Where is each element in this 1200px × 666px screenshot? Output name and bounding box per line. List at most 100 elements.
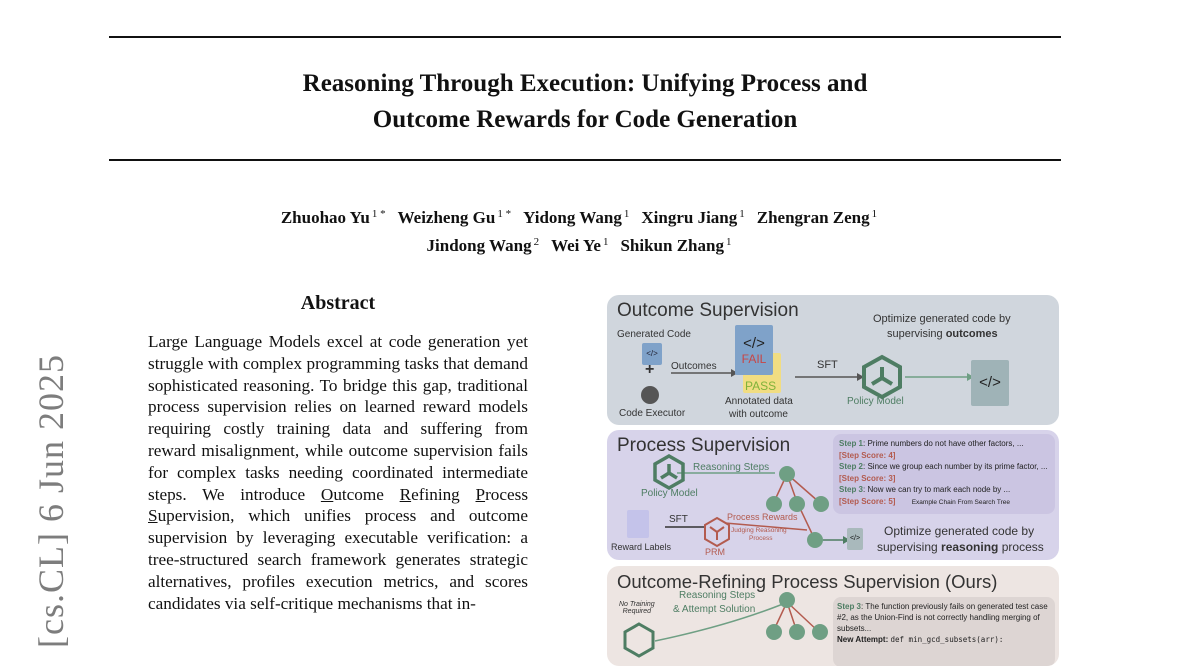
- example-chain-box: Step 1: Prime numbers do not have other …: [833, 434, 1055, 514]
- orps-panel: Outcome-Refining Process Supervision (Ou…: [607, 566, 1059, 666]
- plus-sign: +: [645, 361, 655, 378]
- author-affiliation: 1: [602, 236, 609, 248]
- acronym-letter: O: [320, 484, 334, 504]
- step-text: : Since we group each number by its prim…: [863, 462, 1048, 471]
- example-chain-caption: Example Chain From Search Tree: [911, 498, 1010, 506]
- bold-text: reasoning: [941, 540, 999, 554]
- output-code-file-icon: </>: [971, 360, 1009, 406]
- new-attempt-label: New Attempt:: [837, 635, 889, 644]
- policy-model-label: Policy Model: [641, 488, 698, 499]
- policy-model-label: Policy Model: [847, 396, 904, 407]
- abstract-part: efining: [411, 484, 476, 504]
- text: supervising: [887, 328, 946, 340]
- generated-code-label: Generated Code: [617, 329, 691, 340]
- reward-labels-label: Reward Labels: [611, 542, 672, 552]
- reasoning-steps-label: Reasoning Steps: [679, 590, 756, 601]
- policy-model-icon: [623, 622, 655, 658]
- step-score: [Step Score: 5]: [839, 496, 896, 506]
- tree-node: [807, 532, 823, 548]
- acronym-letter: P: [475, 484, 486, 504]
- text: supervising: [877, 540, 942, 554]
- author-affiliation: 1 *: [371, 208, 386, 220]
- author-name: Wei Ye: [551, 236, 601, 255]
- bold-text: outcomes: [945, 328, 998, 340]
- author-name: Jindong Wang: [426, 236, 532, 255]
- arxiv-watermark: [cs.CL] 6 Jun 2025: [31, 354, 71, 648]
- python-icon: [641, 386, 659, 404]
- author-affiliation: 1: [725, 236, 732, 248]
- prm-label: PRM: [705, 547, 725, 557]
- orps-step: Step 3: The function previously fails on…: [837, 601, 1053, 645]
- policy-model-icon: [653, 453, 685, 491]
- outcome-arrows: [641, 354, 974, 404]
- process-rewards-label: Process Rewards: [727, 512, 798, 522]
- optimize-text-2: supervising outcomes: [887, 328, 998, 340]
- annotated-label-2: with outcome: [729, 409, 788, 420]
- author-name: Zhuohao Yu: [280, 208, 370, 227]
- top-rule: [109, 36, 1061, 38]
- prm-icon: [704, 516, 730, 548]
- code-file-icon: </>: [642, 343, 662, 365]
- step-score: [Step Score: 3]: [839, 473, 896, 483]
- author-name: Yidong Wang: [523, 208, 622, 227]
- optimize-text-1: Optimize generated code by: [873, 313, 1011, 325]
- text: No Training: [619, 601, 655, 608]
- step-2: Step 2: Since we group each number by it…: [839, 461, 1053, 484]
- attempt-solution-label: & Attempt Solution: [673, 604, 756, 615]
- author-affiliation: 1: [739, 208, 745, 220]
- tree-node: [779, 466, 795, 482]
- orps-step-box: Step 3: The function previously fails on…: [833, 597, 1055, 666]
- example-steps: Step 1: Prime numbers do not have other …: [839, 438, 1053, 508]
- judging-label-2: Process: [749, 535, 773, 542]
- author-affiliation: 2: [533, 236, 540, 248]
- authors-line-1: Zhuohao Yu 1 * Weizheng Gu 1 * Yidong Wang 1 X…: [109, 202, 1061, 230]
- abstract-heading: Abstract: [300, 292, 376, 314]
- abstract-text: Large Language Models excel at code gene…: [148, 331, 528, 614]
- abstract-part: utcome: [333, 484, 400, 504]
- code-file-icon: </>: [847, 528, 863, 550]
- tree-node: [766, 624, 782, 640]
- author-name: Zhengran Zeng: [756, 208, 870, 227]
- authors-line-2: Jindong Wang 2 Wei Ye 1 Shikun Zhang 1: [109, 230, 1061, 258]
- abstract-part: upervision: [157, 506, 231, 526]
- author-affiliation: 1 *: [497, 208, 512, 220]
- policy-model-icon: [862, 354, 902, 400]
- step-label: Step 3: [837, 602, 862, 611]
- author-affiliation: 1: [623, 208, 630, 220]
- step-label: Step 3: [839, 485, 864, 494]
- fail-file-icon: </> FAIL: [735, 325, 773, 375]
- abstract-part: Large Language Models excel at code gene…: [148, 332, 528, 504]
- acronym-letter: R: [399, 484, 412, 504]
- sft-label: SFT: [817, 359, 838, 371]
- code-executor-label: Code Executor: [619, 408, 686, 419]
- optimize-text-1: Optimize generated code by: [884, 524, 1035, 538]
- tree-node: [812, 624, 828, 640]
- acronym-letter: S: [148, 506, 158, 526]
- judging-label-1: Judging Reasoning: [731, 527, 787, 534]
- text: Required: [622, 608, 652, 615]
- title-line-2: Outcome Rewards for Code Generation: [372, 106, 798, 133]
- author-name: Xingru Jiang: [641, 208, 738, 227]
- pass-label: PASS: [745, 379, 777, 393]
- sft-label: SFT: [669, 514, 688, 525]
- panel-title: Outcome Supervision: [617, 300, 799, 321]
- bottom-rule: [109, 159, 1061, 161]
- fail-label: FAIL: [741, 352, 767, 366]
- step-text: : Now we can try to mark each node by ..…: [863, 485, 1011, 494]
- no-training-label: No Training Required: [619, 601, 655, 615]
- paper-title: Reasoning Through Execution: Unifying Pr…: [109, 66, 1061, 138]
- text: process: [998, 540, 1044, 554]
- code-glyph: </>: [743, 335, 765, 352]
- tree-node: [789, 624, 805, 640]
- outcome-supervision-panel: Outcome Supervision Generated Code </> +…: [607, 295, 1059, 425]
- step-1: Step 1: Prime numbers do not have other …: [839, 438, 1053, 461]
- author-name: Shikun Zhang: [620, 236, 724, 255]
- step-3: Step 3: Now we can try to mark each node…: [839, 484, 1053, 508]
- panel-title: Process Supervision: [617, 435, 791, 456]
- author-name: Weizheng Gu: [397, 208, 496, 227]
- abstract-part: rocess: [485, 484, 529, 504]
- step-text: : Prime numbers do not have other factor…: [863, 439, 1024, 448]
- tree-node: [779, 592, 795, 608]
- process-supervision-panel: Process Supervision Reasoning Steps Poli…: [607, 430, 1059, 560]
- code-snippet: def min_gcd_subsets(arr):: [890, 635, 1004, 644]
